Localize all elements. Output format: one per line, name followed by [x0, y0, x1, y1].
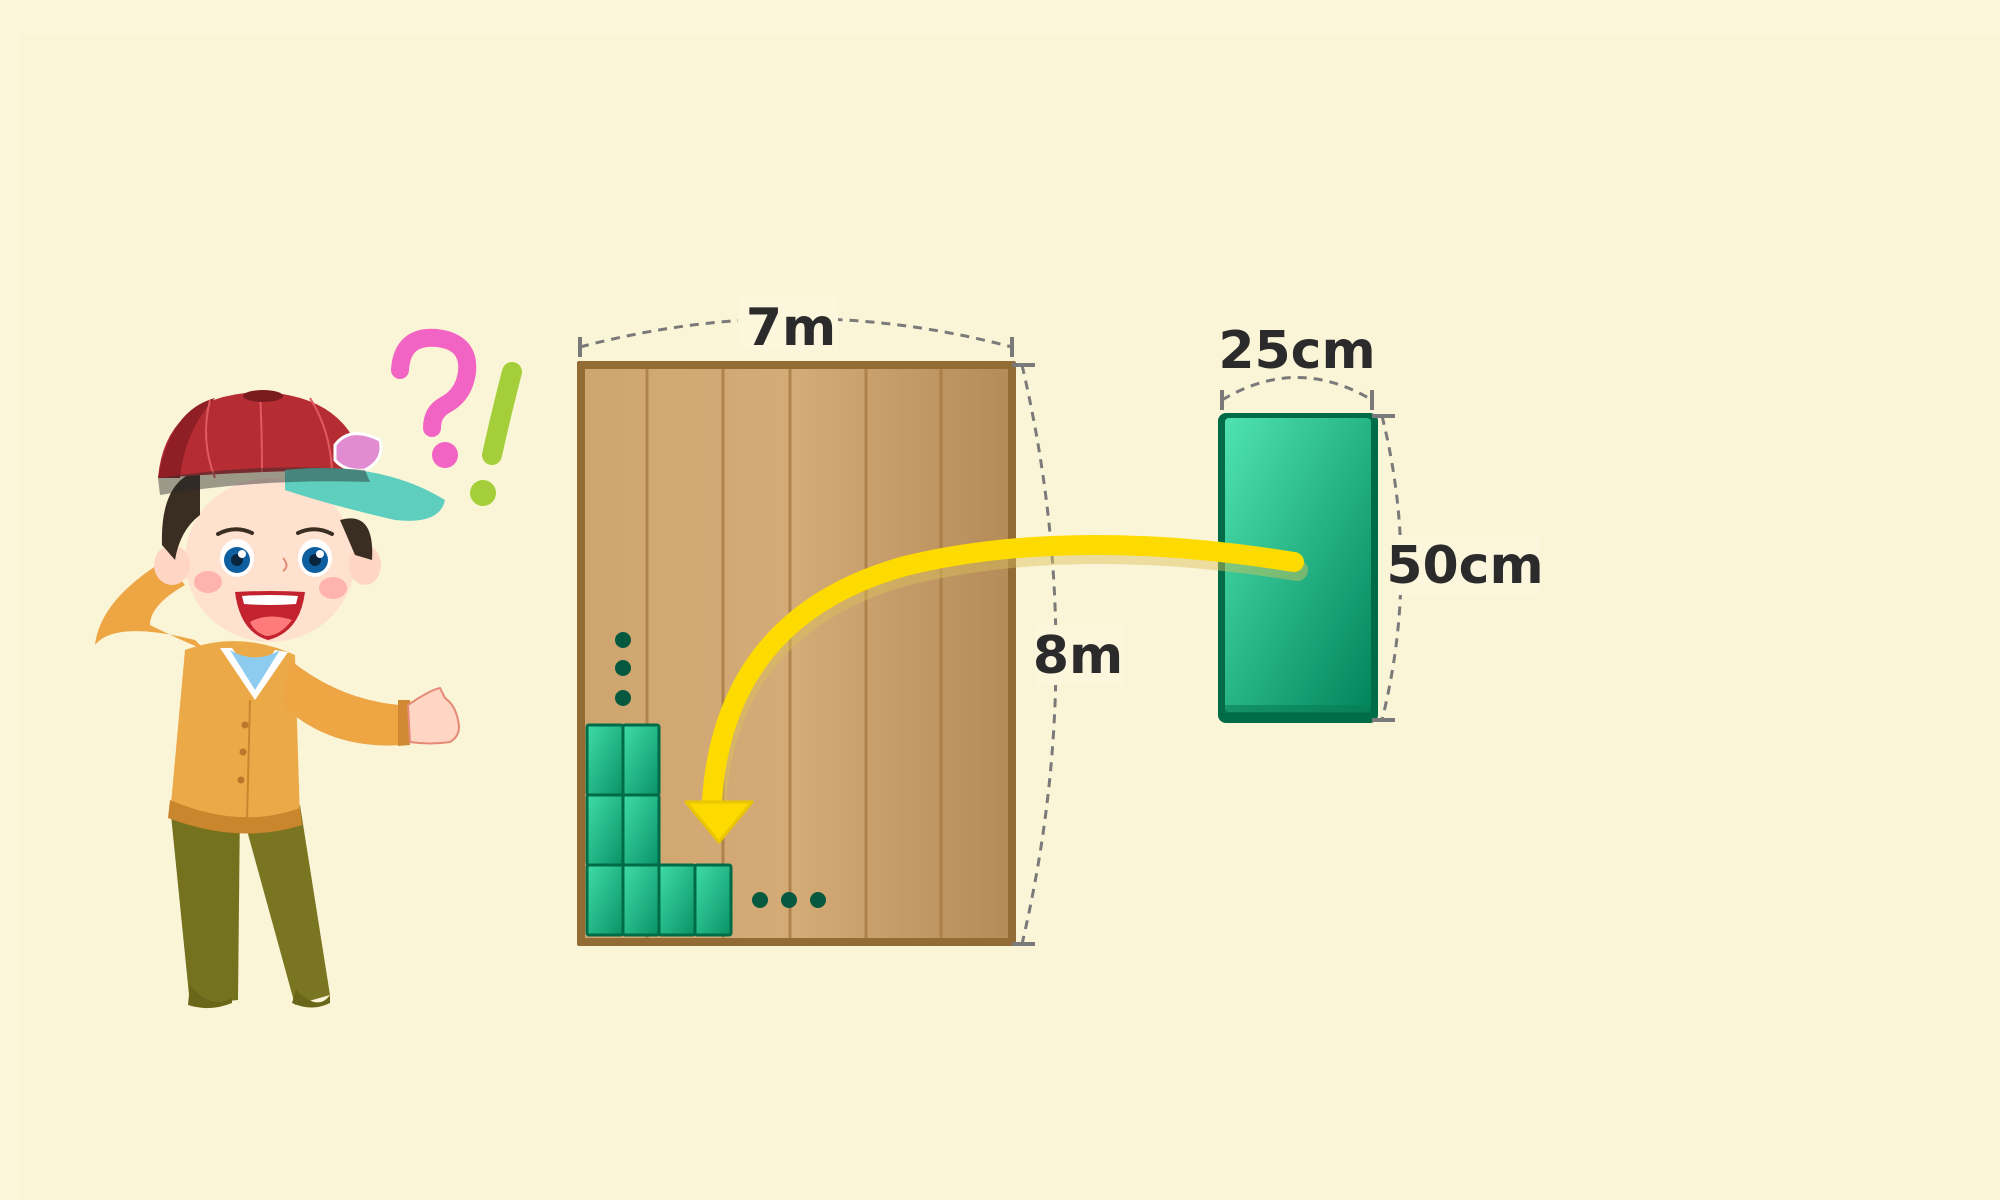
- question-mark-icon: [391, 328, 477, 468]
- floor-rectangle: [577, 361, 1016, 946]
- tile-width-label: 25cm: [1218, 321, 1375, 381]
- floor-width-dimension: 7m: [578, 295, 1014, 358]
- placed-tiles-group: [585, 723, 733, 937]
- placed-tile: [585, 793, 625, 867]
- floor-width-label: 7m: [746, 298, 836, 358]
- exclamation-mark-icon: [470, 362, 522, 506]
- placed-tile: [585, 723, 625, 797]
- placed-tile: [621, 723, 661, 797]
- placed-tile: [693, 863, 733, 937]
- tile-height-label: 50cm: [1386, 536, 1543, 596]
- floor-height-label: 8m: [1033, 626, 1123, 686]
- boy-character-illustration: [95, 390, 460, 1009]
- wood-plank-lines: [645, 369, 943, 938]
- placed-tile: [585, 863, 625, 937]
- placed-tile: [621, 793, 661, 867]
- placement-arrow: [684, 534, 1308, 844]
- floor-height-dimension: 8m: [1012, 363, 1125, 946]
- horizontal-continuation-dots: [752, 892, 826, 908]
- tile-height-dimension: 50cm: [1372, 414, 1544, 722]
- tile-width-dimension: 25cm: [1218, 321, 1376, 410]
- placed-tile: [621, 863, 661, 937]
- vertical-continuation-dots: [615, 632, 631, 706]
- placed-tile: [657, 863, 697, 937]
